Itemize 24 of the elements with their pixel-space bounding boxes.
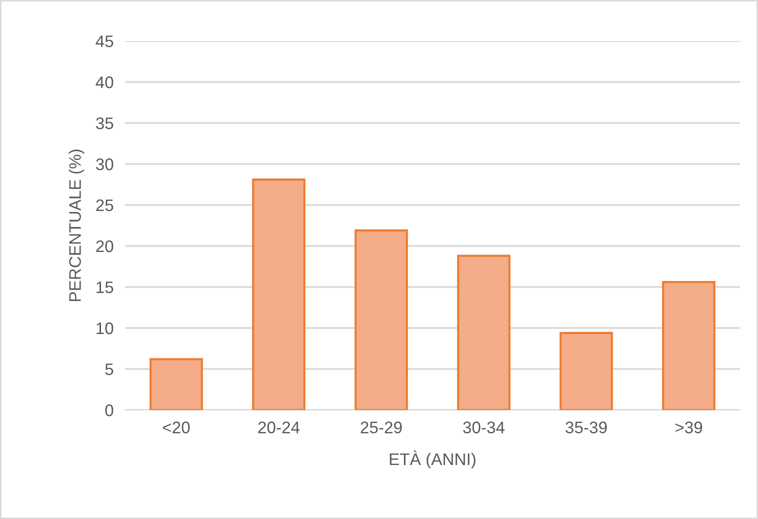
bar <box>560 332 613 410</box>
y-tick-label: 45 <box>96 36 114 48</box>
bar <box>150 358 203 410</box>
y-tick-label: 0 <box>105 404 114 416</box>
y-tick-label: 30 <box>96 158 114 170</box>
x-tick-label: >39 <box>675 422 702 434</box>
bar <box>252 178 306 410</box>
bar <box>354 229 408 410</box>
y-tick-label: 40 <box>96 76 114 88</box>
x-tick-label: 30-34 <box>463 422 505 434</box>
x-tick-label: 20-24 <box>258 422 300 434</box>
y-tick-label: 15 <box>96 282 114 294</box>
x-tick-label: 35-39 <box>566 422 607 434</box>
y-tick-label: 25 <box>96 199 114 212</box>
bar <box>457 254 510 410</box>
x-axis-title: ETÀ (ANNI) <box>390 450 476 468</box>
x-tick-label: 25-29 <box>360 422 402 434</box>
y-axis-title: PERCENTUALE (%) <box>68 150 84 301</box>
x-tick-label: <20 <box>162 422 190 434</box>
y-tick-label: 35 <box>96 117 114 130</box>
bar <box>662 281 716 410</box>
y-tick-label: 5 <box>105 364 114 376</box>
y-tick-label: 20 <box>96 240 114 252</box>
y-tick-label: 10 <box>96 322 114 334</box>
